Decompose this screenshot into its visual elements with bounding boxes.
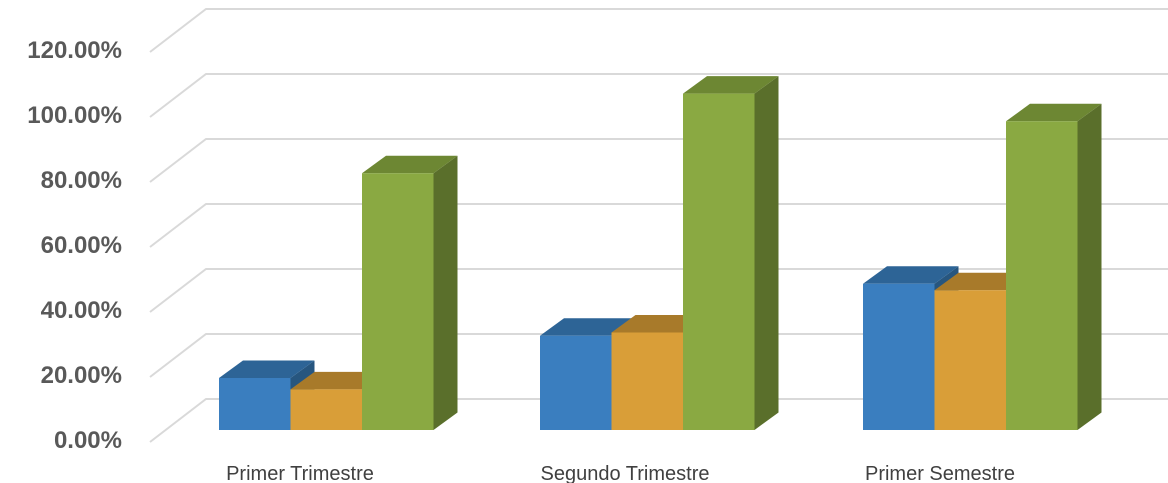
y-tick-label: 40.00% — [41, 297, 122, 324]
gridline — [149, 333, 1168, 378]
bar-top — [1006, 103, 1102, 122]
bar — [1006, 103, 1102, 430]
bar-side — [754, 76, 779, 430]
bar-front — [863, 283, 935, 430]
bar-front — [611, 332, 683, 430]
bar-side — [433, 155, 458, 430]
bar-top — [540, 318, 636, 336]
bar-top — [362, 155, 458, 174]
bar-top — [683, 76, 779, 94]
y-tick-label: 80.00% — [41, 167, 122, 194]
bar-front — [290, 389, 362, 430]
gridline — [149, 398, 1168, 443]
y-tick-label: 20.00% — [41, 362, 122, 389]
x-tick-label: Primer Semestre — [865, 463, 1015, 483]
gridlines — [149, 8, 1168, 443]
x-axis-labels: Primer Trimestre Segundo Trimestre Primer … — [226, 463, 1015, 483]
gridline — [149, 203, 1168, 248]
bar-front — [683, 93, 755, 430]
y-tick-label: 100.00% — [27, 102, 122, 129]
bar-top — [219, 360, 315, 378]
gridline — [149, 268, 1168, 313]
y-axis-labels: 0.00% 20.00% 40.00% 60.00% 80.00% 100.00% 120.… — [27, 37, 122, 454]
bar-front — [219, 378, 291, 430]
gridline — [149, 8, 1168, 53]
y-tick-label: 60.00% — [41, 232, 122, 259]
bar — [362, 155, 458, 430]
bar-front — [1006, 121, 1078, 430]
x-tick-label: Primer Trimestre — [226, 463, 374, 483]
gridline — [149, 138, 1168, 183]
bar-top — [863, 266, 959, 284]
bar-front — [540, 335, 612, 430]
y-tick-label: 120.00% — [27, 37, 122, 64]
x-tick-label: Segundo Trimestre — [541, 463, 710, 483]
bars — [219, 76, 1102, 430]
y-tick-label: 0.00% — [54, 427, 122, 454]
gridline — [149, 73, 1168, 118]
bar-side — [1077, 103, 1102, 430]
bar-front — [362, 173, 434, 430]
bar — [683, 76, 779, 430]
bar-front — [934, 290, 1006, 430]
